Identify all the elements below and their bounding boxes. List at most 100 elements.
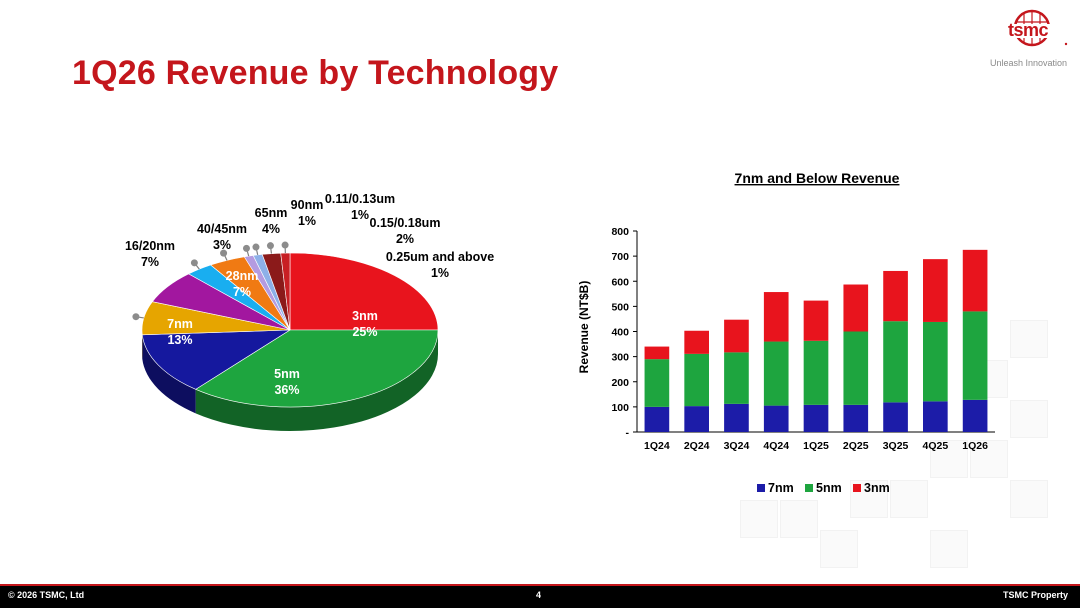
bar-chart-title: 7nm and Below Revenue: [735, 170, 900, 186]
legend-label-5nm: 5nm: [816, 481, 842, 495]
pie-label-16-20nm: 16/20nm: [125, 239, 175, 253]
pie-side-5nm: [195, 330, 438, 431]
pie-leader-dot-0-11-0-13um: [252, 243, 260, 251]
footer: © 2026 TSMC, Ltd 4 TSMC Property: [0, 584, 1080, 608]
pie-slice-7nm: [141, 329, 292, 390]
bar-7nm-4q25: [923, 401, 948, 432]
pie-slice-5nm: [195, 329, 439, 408]
pie-chart: 3nm 25% 5nm 36% 7nm 13% 16/20nm 7% 28nm 7% 40/45nm…: [125, 192, 494, 431]
pie-pct-0-25um-and-above: 1%: [431, 266, 449, 280]
pie-sides: [142, 330, 438, 431]
y-tick-label-400: 400: [611, 327, 629, 339]
footer-page-number: 4: [536, 590, 542, 600]
bar-5nm-1q26: [962, 311, 988, 400]
bar-7nm-3q25: [883, 402, 908, 432]
y-tick-label-600: 600: [611, 276, 629, 288]
pie-slices: [141, 252, 439, 408]
bar-5nm-2q25: [843, 331, 869, 405]
bar-5nm-4q25: [923, 321, 948, 402]
bar-7nm-2q25: [843, 404, 869, 432]
x-tick-label-1q25: 1Q25: [803, 440, 829, 452]
footer-copyright: © 2026 TSMC, Ltd: [8, 590, 85, 600]
pie-label-28nm: 28nm: [226, 269, 259, 283]
bar-3nm-2q24: [684, 330, 709, 354]
y-tick-label-300: 300: [611, 352, 629, 364]
bar-3nm-2q25: [843, 284, 869, 332]
x-tick-label-2q24: 2Q24: [684, 440, 710, 452]
bar-7nm-1q24: [644, 406, 670, 432]
pie-pct-5nm: 36%: [274, 383, 299, 397]
pie-pct-16-20nm: 7%: [141, 255, 159, 269]
pie-leader-dot-0-25um-and-above: [281, 241, 289, 249]
bar-3nm-1q24: [644, 346, 670, 360]
pie-pct-65nm: 4%: [262, 222, 280, 236]
pie-pct-0-15-0-18um: 2%: [396, 232, 414, 246]
bar-5nm-2q24: [684, 353, 709, 407]
pie-pct-28nm: 7%: [233, 285, 251, 299]
bar-7nm-2q24: [684, 406, 709, 432]
legend-label-3nm: 3nm: [864, 481, 890, 495]
x-tick-label-4q24: 4Q24: [763, 440, 789, 452]
bar-3nm-3q25: [883, 270, 908, 322]
bar-5nm-1q25: [803, 340, 829, 405]
pie-pct-3nm: 25%: [352, 325, 377, 339]
bar-5nm-3q25: [883, 321, 908, 403]
x-tick-label-2q25: 2Q25: [843, 440, 869, 452]
logo-wordmark: tsmc: [1008, 20, 1049, 40]
pie-label-0-15-0-18um: 0.15/0.18um: [370, 216, 441, 230]
bar-3nm-1q26: [962, 249, 988, 312]
pie-leader-dot-65nm: [220, 249, 228, 257]
page-title: 1Q26 Revenue by Technology: [72, 54, 559, 92]
pie-label-65nm: 65nm: [255, 206, 288, 220]
x-tick-label-3q24: 3Q24: [724, 440, 750, 452]
pie-labels: 3nm 25% 5nm 36% 7nm 13% 16/20nm 7% 28nm 7% 40/45nm…: [125, 192, 494, 397]
pie-side-7nm: [142, 334, 196, 414]
pie-label-90nm: 90nm: [291, 198, 324, 212]
logo-globe-icon: [1006, 9, 1068, 47]
tsmc-logo: tsmc Unleash Innovation: [986, 8, 1078, 72]
legend-swatch-7nm: [757, 484, 765, 492]
bar-y-tick-labels: - 100 200 300 400 500 600 700 800: [611, 226, 629, 439]
y-tick-label-700: 700: [611, 251, 629, 263]
bar-3nm-1q25: [803, 300, 829, 341]
x-tick-label-1q26: 1Q26: [962, 440, 988, 452]
pie-pct-40-45nm: 3%: [213, 238, 231, 252]
bar-5nm-1q24: [644, 359, 670, 407]
pie-label-7nm: 7nm: [167, 317, 193, 331]
legend-swatch-3nm: [853, 484, 861, 492]
bar-x-tick-labels: 1Q24 2Q24 3Q24 4Q24 1Q25 2Q25 3Q25 4Q25 1Q26: [644, 440, 988, 452]
bar-7nm-1q26: [962, 399, 988, 432]
bar-marks: [644, 249, 988, 432]
pie-label-0-25um-and-above: 0.25um and above: [386, 250, 494, 264]
pie-label-0-11-0-13um: 0.11/0.13um: [325, 192, 395, 206]
legend-swatch-5nm: [805, 484, 813, 492]
pie-label-5nm: 5nm: [274, 367, 300, 381]
bar-chart: 7nm and Below Revenue Revenue (NT$B) 1Q2…: [577, 170, 995, 495]
x-tick-label-4q25: 4Q25: [922, 440, 948, 452]
pie-label-40-45nm: 40/45nm: [197, 222, 247, 236]
y-tick-label-200: 200: [611, 377, 629, 389]
pie-label-3nm: 3nm: [352, 309, 378, 323]
y-tick-label-0: -: [626, 427, 630, 439]
bar-legend: 7nm 5nm 3nm: [757, 481, 890, 495]
y-axis-label: Revenue (NT$B): [577, 281, 591, 374]
y-tick-label-100: 100: [611, 402, 629, 414]
bar-5nm-4q24: [763, 341, 789, 406]
y-tick-label-500: 500: [611, 301, 629, 313]
pie-leader-dot-0-15-0-18um: [266, 242, 274, 250]
bar-5nm-3q24: [724, 352, 749, 404]
bar-3nm-3q24: [724, 319, 749, 353]
x-tick-label-1q24: 1Q24: [644, 440, 670, 452]
bar-3nm-4q25: [923, 259, 948, 322]
pie-leader-dot-40-45nm: [190, 259, 198, 267]
pie-pct-0-11-0-13um: 1%: [351, 208, 369, 222]
bar-3nm-4q24: [763, 292, 789, 342]
bar-7nm-4q24: [763, 405, 789, 432]
y-tick-label-800: 800: [611, 226, 629, 238]
pie-leader-dot-90nm: [242, 244, 250, 252]
footer-property: TSMC Property: [1002, 590, 1068, 600]
x-tick-label-3q25: 3Q25: [883, 440, 909, 452]
bar-7nm-1q25: [803, 404, 829, 432]
pie-pct-7nm: 13%: [167, 333, 192, 347]
